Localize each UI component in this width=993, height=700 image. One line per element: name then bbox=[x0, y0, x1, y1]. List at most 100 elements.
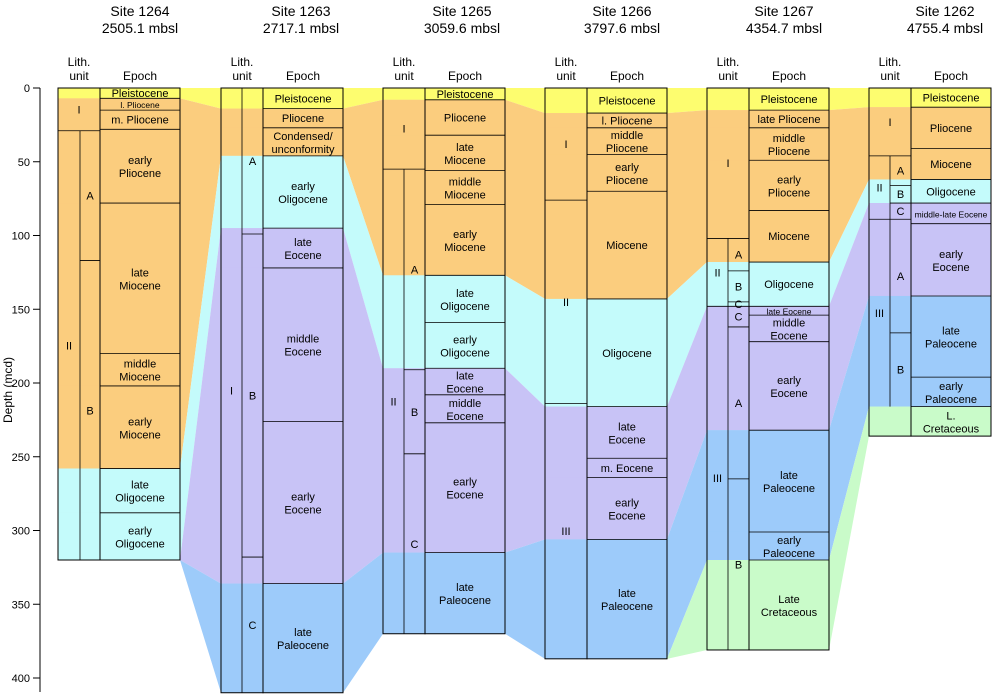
lith-unit-header: Lith. bbox=[879, 55, 902, 69]
epoch-label: Miocene bbox=[444, 242, 486, 254]
epoch-label: late bbox=[131, 480, 149, 492]
epoch-fill bbox=[58, 203, 180, 354]
epoch-fill bbox=[707, 127, 829, 161]
epoch-fill bbox=[545, 154, 667, 192]
epoch-label: l. Pliocene bbox=[602, 115, 653, 127]
epoch-fill bbox=[545, 127, 667, 155]
epoch-label: early bbox=[453, 229, 477, 241]
epoch-label: late bbox=[618, 421, 636, 433]
epoch-label: Miocene bbox=[119, 372, 161, 384]
epoch-fill bbox=[869, 295, 991, 378]
site-name: Site 1262 bbox=[915, 3, 974, 19]
epoch-label: Pleistocene bbox=[437, 89, 494, 101]
epoch-label: Eocene bbox=[446, 384, 483, 396]
epoch-label: Eocene bbox=[608, 434, 645, 446]
epoch-fill bbox=[58, 468, 180, 513]
lith-subunit-label: A bbox=[735, 398, 743, 410]
epoch-label: middle bbox=[773, 133, 805, 145]
epoch-label: Pleistocene bbox=[275, 93, 332, 105]
depth-tick-label: 0 bbox=[24, 83, 30, 95]
lith-unit-label: I bbox=[564, 139, 567, 151]
depth-tick-label: 200 bbox=[12, 378, 30, 390]
epoch-label: early bbox=[128, 525, 152, 537]
epoch-label: Eocene bbox=[932, 262, 969, 274]
epoch-fill bbox=[58, 98, 180, 111]
epoch-fill bbox=[383, 135, 505, 171]
epoch-label: Pleistocene bbox=[923, 93, 980, 105]
lith-unit-label: II bbox=[714, 267, 720, 279]
epoch-header: Epoch bbox=[448, 69, 482, 83]
epoch-label: middle bbox=[773, 317, 805, 329]
epoch-label: Paleocene bbox=[277, 640, 329, 652]
epoch-label: Eocene bbox=[284, 250, 321, 262]
depth-tick-label: 50 bbox=[18, 157, 30, 169]
epoch-header: Epoch bbox=[934, 69, 968, 83]
epoch-label: late bbox=[294, 237, 312, 249]
epoch-label: Paleocene bbox=[925, 394, 977, 406]
epoch-label: late Pliocene bbox=[758, 114, 821, 126]
lith-unit-label: III bbox=[561, 526, 570, 538]
lith-unit-label: I bbox=[230, 385, 233, 397]
epoch-label: Pleistocene bbox=[112, 88, 169, 100]
epoch-column-frame bbox=[262, 87, 344, 694]
lith-unit-label: I bbox=[77, 104, 80, 116]
epoch-fill bbox=[383, 88, 505, 100]
lith-unit-header: Lith. bbox=[68, 55, 91, 69]
epoch-fill bbox=[869, 88, 991, 108]
correlation-bands bbox=[58, 88, 991, 693]
epoch-label: Miocene bbox=[768, 231, 810, 243]
epoch-label: late Eocene bbox=[767, 307, 812, 317]
epoch-label: early bbox=[777, 174, 801, 186]
epoch-fill bbox=[221, 228, 343, 268]
depth-axis-label: Depth (mcd) bbox=[1, 357, 15, 423]
epoch-label: early bbox=[291, 491, 315, 503]
epoch-fill bbox=[221, 127, 343, 156]
epoch-fill bbox=[869, 377, 991, 407]
epoch-label: Condensed/ bbox=[273, 131, 333, 143]
epoch-label: late bbox=[618, 588, 636, 600]
epoch-fill bbox=[707, 430, 829, 532]
lith-unit-header: Lith. bbox=[231, 55, 254, 69]
lith-subunit-label: A bbox=[86, 191, 94, 203]
depth-tick-label: 300 bbox=[12, 526, 30, 538]
epoch-label: early bbox=[291, 181, 315, 193]
epoch-fill bbox=[707, 210, 829, 263]
lith-subunit-label: C bbox=[411, 539, 419, 551]
epoch-label: early bbox=[128, 416, 152, 428]
epoch-label: Paleocene bbox=[763, 483, 815, 495]
epoch-fill bbox=[58, 512, 180, 560]
epoch-fill bbox=[221, 88, 343, 109]
site-water-depth: 3059.6 mbsl bbox=[424, 20, 500, 36]
epoch-fill bbox=[707, 315, 829, 342]
epoch-label: Paleocene bbox=[601, 601, 653, 613]
epoch-fill bbox=[58, 385, 180, 469]
epoch-column-frame bbox=[99, 87, 181, 561]
epoch-fill bbox=[707, 531, 829, 560]
lith-unit-header: Lith. bbox=[717, 55, 740, 69]
epoch-label: late bbox=[131, 267, 149, 279]
epoch-header: Epoch bbox=[772, 69, 806, 83]
epoch-label: Oligocene bbox=[115, 493, 165, 505]
depth-tick-label: 250 bbox=[12, 452, 30, 464]
depth-axis: Depth (mcd) 0 50 100 150 200 250 300 350 400 bbox=[1, 83, 41, 692]
epoch-label: Cretaceous bbox=[761, 607, 818, 619]
epoch-fill bbox=[545, 113, 667, 128]
epoch-label: middle-late Eocene bbox=[915, 209, 988, 219]
epoch-fill bbox=[383, 275, 505, 323]
epoch-label: middle bbox=[611, 130, 643, 142]
site-water-depth: 4755.4 mbsl bbox=[907, 20, 983, 36]
epoch-fill bbox=[545, 406, 667, 459]
lith-subunit-label: A bbox=[411, 264, 419, 276]
lith-unit-label: II bbox=[390, 396, 396, 408]
lith-subunit-label: A bbox=[735, 250, 743, 262]
epoch-label: early bbox=[777, 375, 801, 387]
epoch-label: late bbox=[780, 470, 798, 482]
epoch-label: Pliocene bbox=[768, 187, 810, 199]
epoch-fill bbox=[58, 88, 180, 99]
epoch-header: Epoch bbox=[286, 69, 320, 83]
lith-unit-header: unit bbox=[69, 69, 89, 83]
